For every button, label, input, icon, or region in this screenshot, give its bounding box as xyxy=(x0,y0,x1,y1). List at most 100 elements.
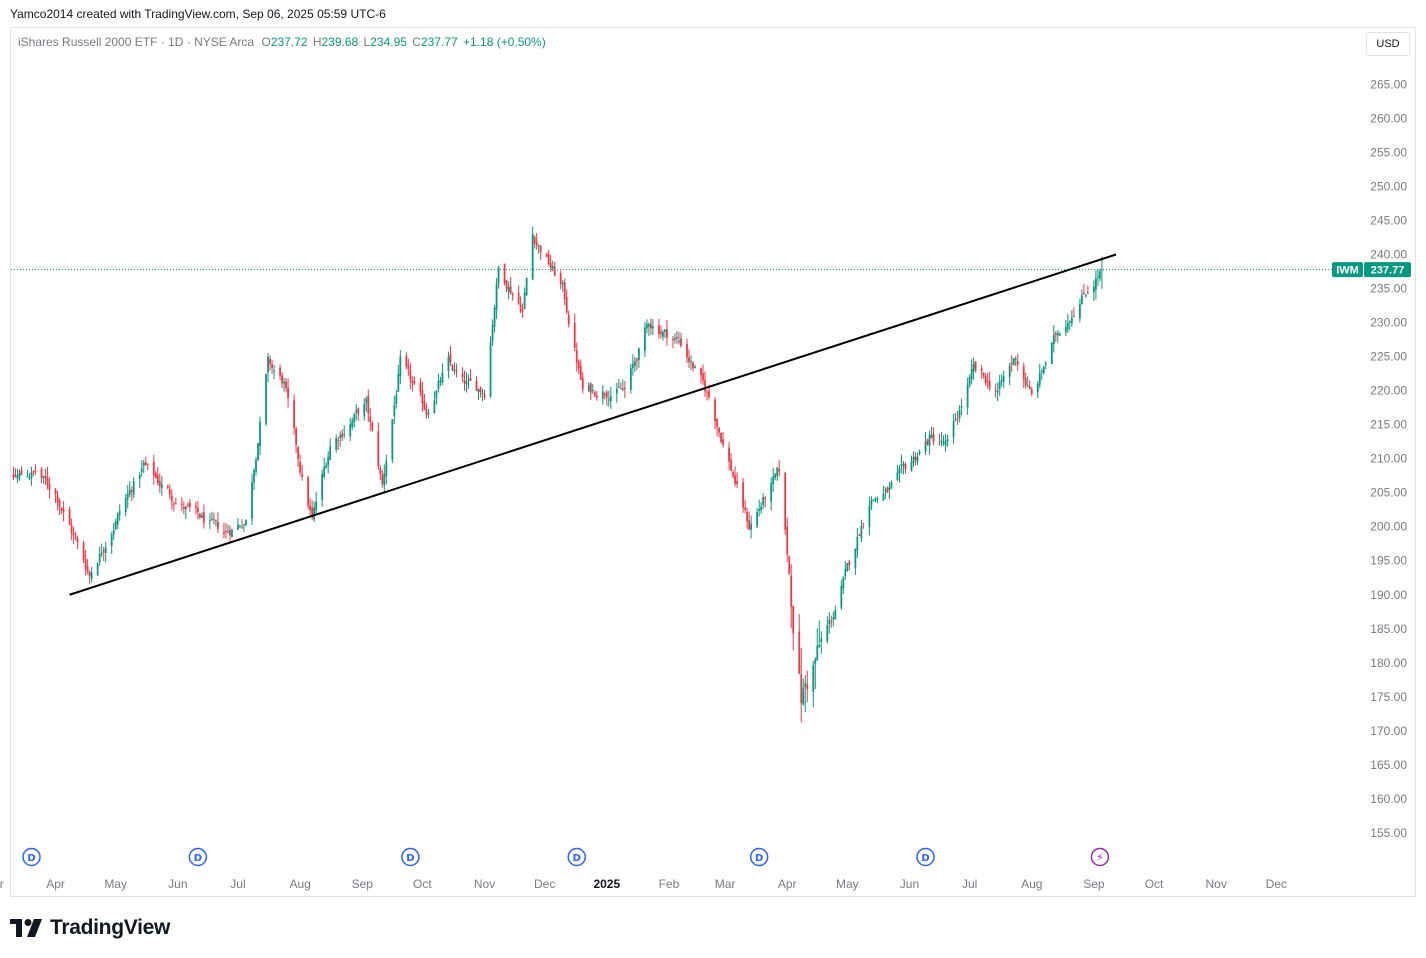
y-tick-label: 180.00 xyxy=(1370,656,1407,670)
y-tick-label: 240.00 xyxy=(1370,248,1407,262)
dividend-marker[interactable]: D xyxy=(22,847,41,867)
legend-close-label: C xyxy=(412,35,421,49)
candle-body xyxy=(734,475,736,484)
candle-body xyxy=(868,505,871,527)
candle-body xyxy=(694,366,696,369)
candle xyxy=(160,476,163,496)
candle xyxy=(74,531,77,541)
dividend-marker[interactable]: D xyxy=(188,847,208,867)
dividend-marker[interactable]: D xyxy=(401,847,420,867)
candle-body xyxy=(30,471,33,478)
candle xyxy=(523,287,526,310)
trendline-layer[interactable] xyxy=(69,253,1117,596)
candle xyxy=(451,364,454,372)
candle-body xyxy=(525,277,528,295)
candle xyxy=(856,527,859,559)
symbol-legend[interactable]: iShares Russell 2000 ETF · 1D · NYSE Arc… xyxy=(18,35,546,49)
candle-body xyxy=(1097,276,1099,278)
candle-body xyxy=(900,464,903,467)
candle-body xyxy=(455,370,458,372)
dividend-marker[interactable]: D xyxy=(749,847,769,867)
candle-body xyxy=(144,462,147,466)
candle-body xyxy=(377,431,380,467)
candle xyxy=(96,562,99,577)
candle xyxy=(1040,368,1043,380)
candle xyxy=(716,418,718,436)
trendline[interactable] xyxy=(69,253,1117,596)
candle xyxy=(257,442,259,461)
candle-body xyxy=(912,457,915,464)
candle-body xyxy=(623,387,626,389)
event-markers[interactable]: D D D D D D ⚡ xyxy=(22,847,1110,867)
candle xyxy=(18,469,21,481)
candle-body xyxy=(475,381,478,391)
candle-body xyxy=(511,292,514,295)
dividend-marker[interactable]: D xyxy=(567,847,586,867)
candle-body xyxy=(706,391,708,393)
candle xyxy=(736,472,738,489)
candle-body xyxy=(495,283,498,310)
candle xyxy=(1010,355,1013,372)
event-marker-circle xyxy=(1090,847,1110,867)
tradingview-logo[interactable]: TradingView xyxy=(10,916,170,940)
candle xyxy=(756,507,759,529)
y-tick-label: 245.00 xyxy=(1370,213,1407,227)
candle-body xyxy=(704,380,706,392)
candle-body xyxy=(645,323,648,329)
candle-body xyxy=(968,376,971,386)
currency-button[interactable]: USD xyxy=(1366,32,1410,56)
candle-body xyxy=(269,359,271,365)
candle-body xyxy=(267,356,269,373)
candle-body xyxy=(581,377,584,390)
candle-body xyxy=(666,329,668,338)
candle xyxy=(648,322,650,337)
candle-body xyxy=(1010,362,1013,365)
candle-body xyxy=(273,370,275,372)
candle-body xyxy=(1064,327,1067,332)
candle xyxy=(1022,362,1025,388)
candle xyxy=(539,245,542,260)
candle xyxy=(924,432,927,456)
candle xyxy=(1014,355,1017,367)
candle-body xyxy=(225,530,227,532)
candle xyxy=(407,358,410,376)
dividend-marker[interactable]: D xyxy=(916,847,935,867)
candle-body xyxy=(1028,386,1031,389)
candle-body xyxy=(972,363,975,372)
candle xyxy=(1044,360,1047,370)
event-marker-label: D xyxy=(755,853,763,864)
candle xyxy=(720,432,722,444)
candle-body xyxy=(323,466,326,477)
candle xyxy=(792,605,795,651)
candle-body xyxy=(419,382,422,392)
candle xyxy=(88,570,91,585)
candle-body xyxy=(18,473,21,477)
candle xyxy=(377,422,380,470)
candle xyxy=(623,380,626,399)
candle xyxy=(104,541,107,563)
candle-body xyxy=(213,519,215,521)
candle xyxy=(1038,363,1041,389)
earnings-flash-icon[interactable]: ⚡ xyxy=(1090,847,1110,867)
candle xyxy=(271,359,273,375)
candle xyxy=(814,657,817,690)
candle xyxy=(615,382,618,403)
candle-body xyxy=(884,489,887,491)
candle xyxy=(870,496,873,510)
candle xyxy=(535,233,538,250)
candle xyxy=(68,506,71,526)
price-axis[interactable]: 265.00 260.00 255.00 250.00 245.00 240.00 235.… xyxy=(1370,77,1407,840)
candle-body xyxy=(253,470,255,483)
candle-body xyxy=(535,241,538,245)
candle xyxy=(152,454,155,485)
candle-body xyxy=(100,552,103,554)
candle-body xyxy=(357,408,360,415)
time-axis[interactable]: Mar Apr May Jun Jul Aug Sep Oct Nov Dec 2025 Feb Mar… xyxy=(0,877,1287,891)
candle xyxy=(750,515,753,539)
candle-body xyxy=(58,500,61,508)
candle-body xyxy=(575,350,578,363)
candle xyxy=(958,405,961,423)
candle-body xyxy=(365,398,368,404)
candle-body xyxy=(565,297,568,313)
